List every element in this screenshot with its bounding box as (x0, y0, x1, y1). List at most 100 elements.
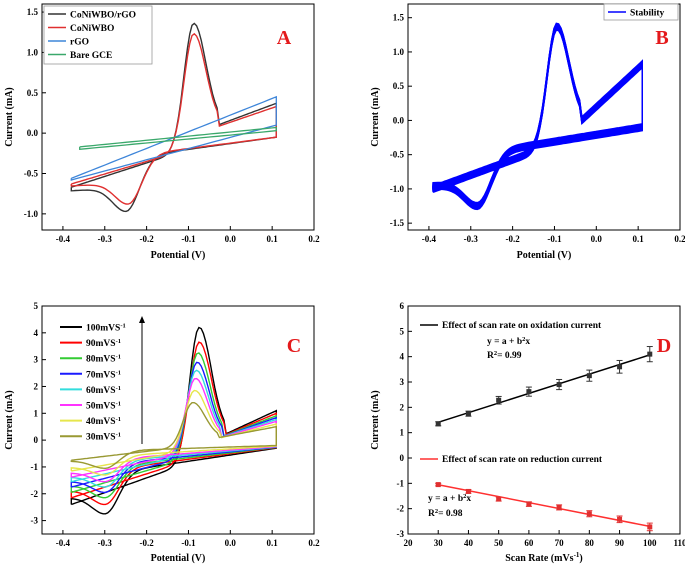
x-tick-label: -0.2 (139, 538, 154, 548)
legend-units: mVS (96, 355, 116, 365)
legend-rate: 40 (86, 417, 96, 427)
reduction-point (435, 482, 441, 488)
legend-label: CoNiWBO (70, 24, 114, 34)
panel-b-xlabel: Potential (V) (517, 250, 572, 261)
legend-units: mVS (96, 402, 116, 412)
reduction-equation-exp: 2 (463, 493, 466, 500)
legend-rate: 80 (86, 355, 96, 365)
y-tick-label: -1 (397, 478, 405, 488)
y-tick-label: 6 (400, 301, 405, 311)
oxidation-r2-exp: 2 (494, 350, 497, 357)
legend-rate: 30 (86, 433, 96, 443)
cv-curve-bare-gce (79, 126, 277, 151)
panel-d-xlabel-exp: -1 (574, 551, 580, 559)
panel-a-ylabel: Current (mA) (4, 87, 15, 147)
legend-units: mVS (96, 386, 116, 396)
y-tick-label: 2 (34, 381, 39, 391)
reduction-point (647, 524, 653, 530)
scan-rate-arrowhead (139, 316, 145, 323)
oxidation-point (556, 382, 562, 388)
y-tick-label: 5 (400, 326, 405, 336)
y-tick-label: 1.0 (27, 47, 39, 57)
panel-d-letter: D (657, 335, 671, 357)
legend-exp: -1 (116, 353, 121, 360)
legend-label: Bare GCE (70, 51, 112, 61)
legend-label: rGO (70, 38, 89, 48)
x-tick-label: 50 (494, 538, 504, 548)
x-tick-label: -0.4 (56, 538, 71, 548)
legend-label: Stability (630, 9, 665, 19)
panel-c-frame (41, 305, 315, 535)
y-tick-label: -1.0 (24, 209, 39, 219)
oxidation-legend-label: Effect of scan rate on oxidation current (442, 321, 602, 331)
legend-exp: -1 (116, 384, 121, 391)
panel-c-ylabel: Current (mA) (4, 390, 15, 450)
x-tick-label: 0.2 (308, 538, 320, 548)
oxidation-equation-text: y = a + b (487, 337, 522, 347)
y-tick-label: -0.5 (24, 169, 39, 179)
panel-c-letter: C (287, 335, 301, 357)
y-tick-label: -1.0 (390, 184, 405, 194)
y-tick-label: 3 (34, 355, 39, 365)
y-tick-label: -1 (31, 462, 39, 472)
oxidation-point (496, 397, 502, 403)
reduction-point (465, 488, 471, 494)
y-tick-label: 4 (34, 328, 39, 338)
stability-cycle (432, 22, 643, 211)
cv-curve-rgo (70, 95, 277, 181)
x-tick-label: 70 (555, 538, 565, 548)
y-tick-label: -0.5 (390, 150, 405, 160)
y-tick-label: 0.0 (27, 128, 39, 138)
oxidation-point (586, 373, 592, 379)
legend-label: 90mVS-1 (86, 338, 121, 350)
oxidation-point (435, 421, 441, 427)
x-tick-label: -0.3 (464, 234, 479, 244)
y-tick-label: 0.0 (393, 115, 405, 125)
reduction-legend-label: Effect of scan rate on reduction current (442, 455, 603, 465)
legend-label: 30mVS-1 (86, 431, 121, 443)
panel-d: -3 -2 -1 0 1 2 3 4 5 6 20 30 40 50 60 70 80 90 100 110 Scan… (370, 301, 685, 564)
x-tick-label: 0.1 (267, 234, 279, 244)
panel-d-xlabel-text: Scan Rate (mVs (505, 553, 573, 564)
legend-label: 100mVS-1 (86, 322, 126, 334)
reduction-r2-exp: 2 (435, 508, 438, 515)
y-tick-label: 1 (34, 408, 39, 418)
panel-d-xlabel-close: ) (579, 553, 582, 564)
y-tick-label: 1.5 (27, 7, 39, 17)
y-tick-label: -2 (31, 489, 39, 499)
legend-units: mVS (96, 433, 116, 443)
x-tick-label: -0.4 (422, 234, 437, 244)
x-tick-label: 0.2 (674, 234, 685, 244)
panel-a: -1.0 -0.5 0.0 0.5 1.0 1.5 -0.4 -0.3 -0.2 -0.1 0.0 0… (4, 3, 320, 261)
reduction-r2: R2= 0.98 (428, 508, 463, 520)
legend-rate: 70 (86, 370, 96, 380)
panel-c-xlabel: Potential (V) (151, 553, 206, 564)
x-tick-label: -0.3 (98, 538, 113, 548)
y-tick-label: 0 (34, 435, 39, 445)
y-tick-label: 3 (400, 377, 405, 387)
legend-rate: 90 (86, 339, 96, 349)
x-tick-label: 20 (404, 538, 414, 548)
x-tick-label: -0.2 (139, 234, 154, 244)
panel-c: -3 -2 -1 0 1 2 3 4 5 -0.4 -0.3 -0.2 -0.1 0.0 0.1 0.2 Po… (4, 301, 320, 564)
panel-b-ylabel: Current (mA) (370, 87, 381, 147)
legend-exp: -1 (116, 416, 121, 423)
x-tick-label: -0.4 (56, 234, 71, 244)
x-tick-label: 110 (673, 538, 685, 548)
oxidation-r2-value: = 0.99 (497, 351, 522, 361)
legend-exp: -1 (116, 431, 121, 438)
legend-units: mVS (100, 324, 120, 334)
reduction-point (617, 516, 623, 522)
y-tick-label: 0 (400, 453, 405, 463)
reduction-equation-tail: x (466, 494, 471, 504)
x-tick-label: -0.1 (547, 234, 562, 244)
oxidation-point (526, 389, 532, 395)
x-tick-label: 0.0 (591, 234, 603, 244)
x-tick-label: -0.3 (98, 234, 113, 244)
oxidation-r2-prefix: R (487, 351, 494, 361)
x-tick-label: 60 (524, 538, 534, 548)
stability-cycle (432, 26, 643, 206)
legend-rate: 50 (86, 402, 96, 412)
panel-a-xlabel: Potential (V) (151, 250, 206, 261)
x-tick-label: 0.2 (308, 234, 320, 244)
